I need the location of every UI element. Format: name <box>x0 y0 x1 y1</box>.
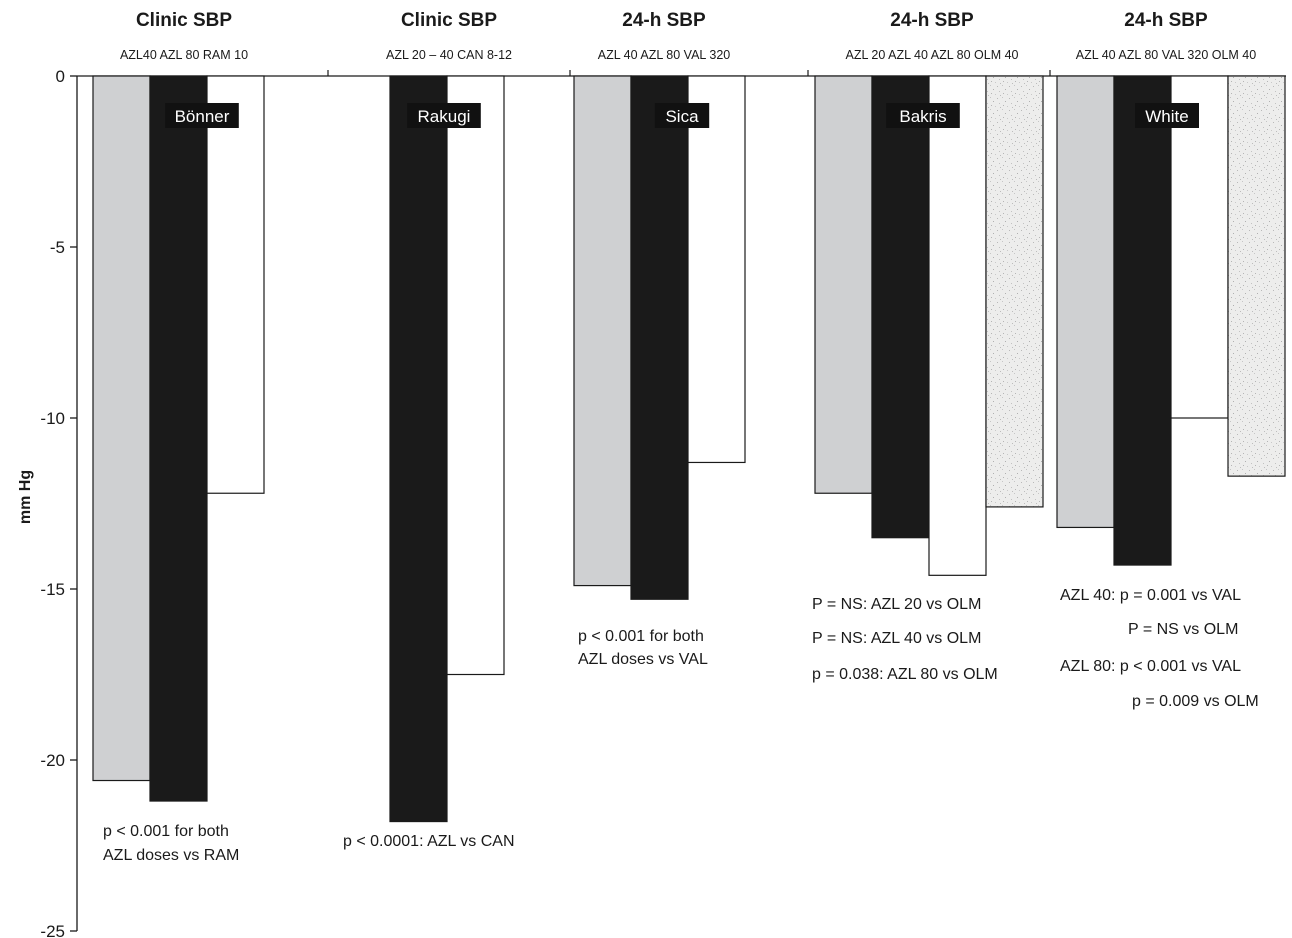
bar-azl-20 <box>814 75 873 494</box>
y-tick-label: -10 <box>40 409 65 428</box>
y-tick-label: -5 <box>50 238 65 257</box>
bar-val-320 <box>687 75 746 464</box>
significance-note: p = 0.038: AZL 80 vs OLM <box>812 666 998 683</box>
group-title: 24-h SBP <box>1124 10 1208 31</box>
study-label: Bakris <box>899 107 946 126</box>
study-label: Sica <box>665 107 699 126</box>
significance-note: p < 0.001 for both <box>103 823 229 840</box>
y-tick-label: -15 <box>40 580 65 599</box>
bar-can-8-12 <box>446 75 505 676</box>
study-label: White <box>1145 107 1188 126</box>
y-axis-label: mm Hg <box>17 470 34 524</box>
bar-azl-20-40 <box>389 75 448 823</box>
bar-olm-40 <box>985 75 1044 508</box>
significance-note: p < 0.0001: AZL vs CAN <box>343 833 515 850</box>
significance-note: p = 0.009 vs OLM <box>1132 693 1259 710</box>
bar-azl-40 <box>92 75 151 782</box>
group-title: 24-h SBP <box>622 10 706 31</box>
group-drug-labels: AZL 40 AZL 80 VAL 320 OLM 40 <box>1076 48 1256 62</box>
group-title: Clinic SBP <box>401 10 497 31</box>
significance-note: P = NS vs OLM <box>1128 621 1238 638</box>
study-label: Bönner <box>175 107 230 126</box>
bar-val-320 <box>1170 75 1229 419</box>
study-label-box <box>407 103 481 128</box>
bar-azl-80 <box>630 75 689 600</box>
significance-note: AZL doses vs RAM <box>103 847 239 864</box>
bar-azl-40 <box>573 75 632 587</box>
group-drug-labels: AZL 40 AZL 80 VAL 320 <box>598 48 731 62</box>
study-label-box <box>165 103 239 128</box>
group-title: Clinic SBP <box>136 10 232 31</box>
significance-note: p < 0.001 for both <box>578 628 704 645</box>
group-drug-labels: AZL 20 – 40 CAN 8-12 <box>386 48 512 62</box>
group-title: 24-h SBP <box>890 10 974 31</box>
bar-azl-40 <box>871 75 930 539</box>
significance-note: AZL 80: p < 0.001 vs VAL <box>1060 658 1241 675</box>
significance-note: AZL doses vs VAL <box>578 651 708 668</box>
study-label-box <box>886 103 960 128</box>
significance-note: AZL 40: p = 0.001 vs VAL <box>1060 587 1241 604</box>
y-tick-label: -20 <box>40 751 65 770</box>
y-tick-label: -25 <box>40 922 65 938</box>
group-drug-labels: AZL40 AZL 80 RAM 10 <box>120 48 248 62</box>
bar-olm-40 <box>1227 75 1286 477</box>
bar-ram-10 <box>206 75 265 494</box>
bar-azl-80 <box>149 75 208 802</box>
bar-azl-40 <box>1056 75 1115 529</box>
study-label: Rakugi <box>418 107 471 126</box>
significance-note: P = NS: AZL 20 vs OLM <box>812 596 981 613</box>
bar-azl-80 <box>1113 75 1172 566</box>
bar-azl-80 <box>928 75 987 576</box>
study-label-box <box>1135 103 1199 128</box>
study-label-box <box>654 103 710 128</box>
significance-note: P = NS: AZL 40 vs OLM <box>812 630 981 647</box>
group-drug-labels: AZL 20 AZL 40 AZL 80 OLM 40 <box>845 48 1018 62</box>
y-tick-label: 0 <box>56 67 65 86</box>
